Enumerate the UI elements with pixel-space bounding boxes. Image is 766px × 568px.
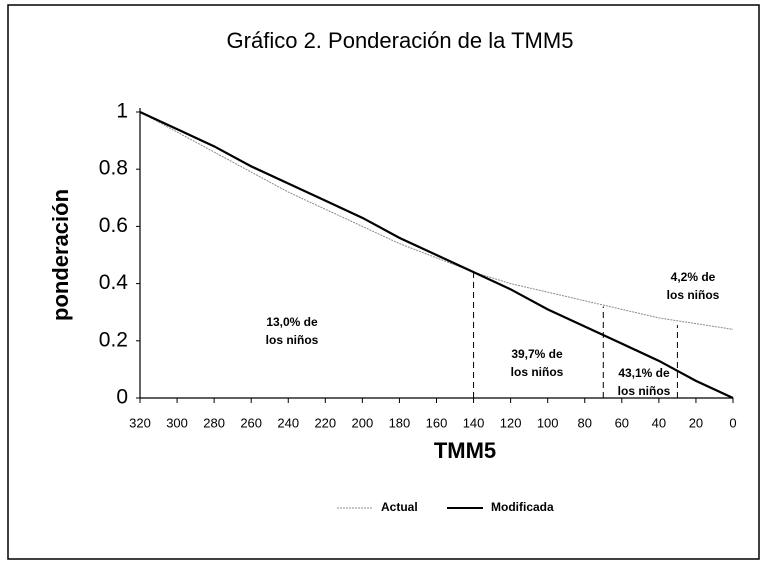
x-tick-label: 120 bbox=[500, 415, 522, 430]
y-axis-label: ponderación bbox=[48, 189, 73, 321]
x-tick-label: 160 bbox=[426, 415, 448, 430]
legend-label: Modificada bbox=[491, 500, 554, 514]
y-tick-label: 1 bbox=[116, 100, 128, 123]
x-axis-label: TMM5 bbox=[434, 438, 496, 463]
series-line bbox=[139, 111, 734, 399]
y-tick-label: 0.6 bbox=[99, 214, 128, 237]
annotation: 4,2% de bbox=[671, 270, 716, 284]
y-tick-label: 0.8 bbox=[99, 157, 128, 180]
x-tick-label: 200 bbox=[352, 415, 374, 430]
annotation: 13,0% de bbox=[266, 315, 318, 329]
x-tick-label: 140 bbox=[463, 415, 485, 430]
annotation: los niños bbox=[511, 365, 564, 379]
x-tick-label: 20 bbox=[689, 415, 703, 430]
annotation: 39,7% de bbox=[511, 347, 563, 361]
x-tick-label: 240 bbox=[277, 415, 299, 430]
legend-label: Actual bbox=[381, 500, 418, 514]
y-tick-label: 0 bbox=[116, 386, 128, 409]
x-tick-label: 0 bbox=[729, 415, 736, 430]
annotation: 43,1% de bbox=[618, 366, 670, 380]
x-tick-label: 100 bbox=[537, 415, 559, 430]
x-tick-label: 260 bbox=[240, 415, 262, 430]
x-tick-label: 220 bbox=[314, 415, 336, 430]
annotation: los niños bbox=[667, 288, 720, 302]
annotation: los niños bbox=[266, 333, 319, 347]
x-tick-label: 80 bbox=[578, 415, 592, 430]
series-line bbox=[139, 111, 734, 330]
frame bbox=[7, 4, 760, 560]
x-tick-label: 320 bbox=[129, 415, 151, 430]
chart-title: Gráfico 2. Ponderación de la TMM5 bbox=[227, 28, 574, 53]
y-tick-label: 0.2 bbox=[99, 328, 128, 351]
annotation: los niños bbox=[618, 384, 671, 398]
x-tick-label: 180 bbox=[389, 415, 411, 430]
x-tick-label: 300 bbox=[166, 415, 188, 430]
x-tick-label: 40 bbox=[652, 415, 666, 430]
x-tick-label: 280 bbox=[203, 415, 225, 430]
y-tick-label: 0.4 bbox=[99, 271, 129, 294]
x-tick-label: 60 bbox=[615, 415, 629, 430]
